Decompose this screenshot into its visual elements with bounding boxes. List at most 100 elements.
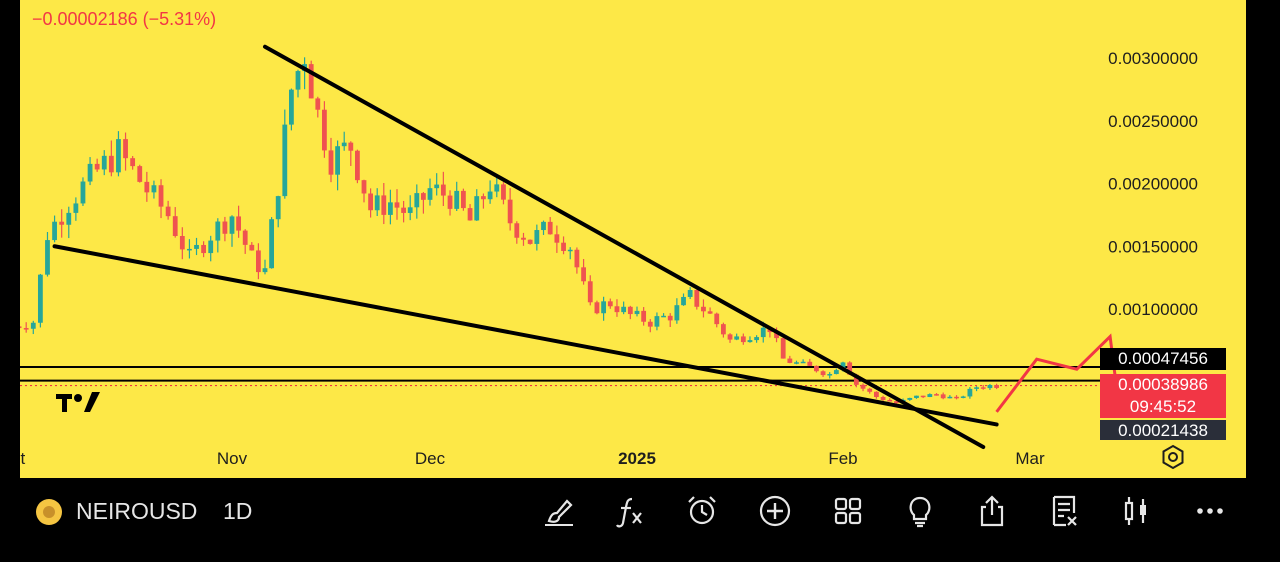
candle-body (561, 242, 566, 251)
candle-body (667, 315, 673, 321)
candle-body (73, 203, 79, 213)
brush-icon[interactable] (541, 493, 577, 529)
candle-body (66, 212, 72, 225)
candle-body (368, 193, 373, 211)
more-icon[interactable] (1192, 493, 1228, 529)
candle-body (641, 310, 647, 322)
alarm-icon[interactable] (684, 493, 720, 529)
candle-body (144, 181, 150, 193)
candle-body (249, 244, 255, 251)
candle-body (289, 89, 294, 125)
candle-body (30, 322, 36, 329)
coin-logo-icon[interactable] (36, 499, 62, 525)
candle-body (394, 202, 400, 208)
candle-body (574, 249, 580, 268)
candle-body (335, 146, 340, 175)
candle-body (328, 150, 334, 175)
candle-body (388, 202, 393, 215)
candle-body (734, 336, 740, 340)
candle-body (215, 221, 221, 241)
candle-body (853, 374, 859, 385)
fx-indicator-icon[interactable] (612, 493, 648, 529)
candle-body (614, 306, 620, 313)
candle-body (627, 306, 633, 315)
candle-body (674, 305, 680, 321)
candle-body (116, 139, 121, 173)
add-icon[interactable] (757, 493, 793, 529)
chart-panel[interactable]: 0.00300000 0.00250000 0.00200000 0.00150000… (20, 0, 1246, 478)
candle-body (940, 394, 946, 399)
projection-arrow (995, 333, 1119, 413)
candle-body (647, 321, 653, 327)
candle-body (427, 188, 433, 200)
candle-body (130, 158, 136, 167)
candle-body (827, 374, 833, 376)
candle-body (867, 388, 873, 392)
y-tick-label: 0.00200000 (1108, 175, 1198, 194)
chart-canvas[interactable]: 0.00300000 0.00250000 0.00200000 0.00150000… (20, 0, 1246, 478)
candle-body (460, 190, 466, 209)
chart-settings-icon[interactable] (1160, 444, 1186, 475)
candle-body (814, 365, 819, 372)
candle-style-icon[interactable] (1118, 493, 1154, 529)
candle-body (151, 185, 157, 193)
candle-body (927, 394, 933, 398)
candle-body (361, 180, 367, 194)
candle-body (275, 196, 281, 220)
news-icon[interactable] (1046, 493, 1082, 529)
candle-body (282, 124, 288, 197)
candle-body (348, 142, 354, 151)
idea-bulb-icon[interactable] (902, 493, 938, 529)
support-price-tag: 0.00021438 (1100, 420, 1226, 440)
interval-button[interactable]: 1D (223, 498, 253, 524)
candle-body (201, 244, 207, 254)
candle-body (80, 181, 86, 204)
candle-body (179, 235, 185, 250)
candle-body (474, 196, 480, 221)
candle-body (194, 244, 199, 249)
candle-body (434, 184, 440, 189)
candle-body (401, 207, 406, 213)
candle-body (229, 216, 235, 234)
candle-body (222, 221, 228, 234)
candle-body (621, 306, 627, 313)
layout-grid-icon[interactable] (830, 493, 866, 529)
candle-body (607, 301, 613, 307)
candle-body (514, 223, 520, 238)
candle-body (847, 362, 853, 375)
symbol-button[interactable]: NEIROUSD (76, 498, 198, 524)
candle-body (521, 237, 526, 240)
resistance-price-tag: 0.00047456 (1100, 348, 1226, 370)
candle-body (820, 371, 826, 376)
candle-body (381, 195, 387, 215)
x-tick-label: Feb (828, 449, 857, 468)
candle-body (587, 281, 593, 303)
candle-body (407, 207, 413, 213)
candle-body (94, 163, 100, 170)
candle-body (994, 385, 1000, 388)
candle-body (37, 274, 43, 323)
y-tick-label: 0.00150000 (1108, 237, 1198, 256)
y-tick-label: 0.00100000 (1108, 300, 1198, 319)
lower-trendline (52, 244, 999, 427)
candle-body (714, 313, 720, 325)
candle-body (947, 396, 953, 399)
candle-body (860, 384, 866, 389)
candle-body (594, 302, 600, 314)
candle-body (967, 388, 973, 397)
candle-body (920, 395, 926, 398)
candle-body (794, 362, 799, 364)
candle-body (774, 332, 779, 339)
share-icon[interactable] (974, 493, 1010, 529)
tradingview-logo (56, 388, 102, 419)
candle-body (123, 139, 128, 159)
candle-body (807, 361, 813, 366)
candle-body (840, 362, 846, 371)
candle-body (487, 191, 493, 200)
candle-body (137, 166, 143, 182)
candle-body (547, 221, 553, 235)
candle-body (208, 240, 214, 254)
candle-body (165, 206, 171, 217)
candle-body (172, 216, 178, 236)
y-tick-label: 0.00300000 (1108, 49, 1198, 68)
